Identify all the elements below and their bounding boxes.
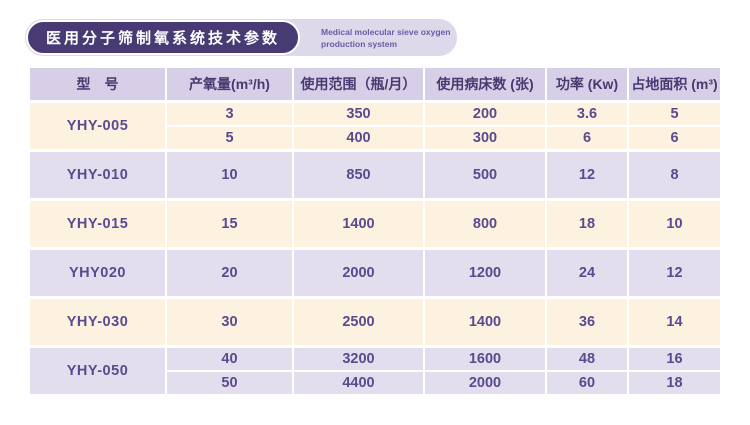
table-cell: 3.6: [547, 103, 627, 125]
table-cell-stack: 40 50: [167, 348, 292, 394]
table-cell: 20: [167, 250, 292, 296]
table-cell: 300: [425, 127, 545, 149]
table-cell: 12: [629, 250, 720, 296]
table-cell: 5: [167, 127, 292, 149]
table-cell: 36: [547, 299, 627, 345]
title-banner: 医用分子筛制氧系统技术参数 Medical molecular sieve ox…: [25, 19, 457, 56]
table-cell-stack: 3.6 6: [547, 103, 627, 149]
table-cell: 2000: [425, 372, 545, 394]
table-cell: 2500: [294, 299, 423, 345]
table-cell-stack: 3200 4400: [294, 348, 423, 394]
table-row: YHY-050 40 50 3200 4400 1600 2000 48 60 16 18: [30, 348, 720, 394]
table-cell: 14: [629, 299, 720, 345]
table-cell: 30: [167, 299, 292, 345]
table-cell: 2000: [294, 250, 423, 296]
table-cell: 40: [167, 348, 292, 370]
table-row: YHY020 20 2000 1200 24 12: [30, 250, 720, 296]
table-row: YHY-010 10 850 500 12 8: [30, 152, 720, 198]
table-cell-stack: 1600 2000: [425, 348, 545, 394]
table-cell: 400: [294, 127, 423, 149]
table-cell: 6: [547, 127, 627, 149]
table-cell: 24: [547, 250, 627, 296]
table-cell: 500: [425, 152, 545, 198]
table-row: YHY-005 3 5 350 400 200 300 3.6 6 5 6: [30, 103, 720, 149]
table-cell: 1600: [425, 348, 545, 370]
column-header-model: 型 号: [30, 68, 165, 100]
table-cell: 50: [167, 372, 292, 394]
table-cell: 10: [167, 152, 292, 198]
table-cell: 800: [425, 201, 545, 247]
table-cell-stack: 16 18: [629, 348, 720, 394]
table-cell: 60: [547, 372, 627, 394]
model-cell: YHY-010: [30, 152, 165, 198]
column-header-floor-area: 占地面积 (m³): [629, 68, 720, 100]
table-cell: 10: [629, 201, 720, 247]
table-cell: 12: [547, 152, 627, 198]
table-cell: 18: [629, 372, 720, 394]
page-title: 医用分子筛制氧系统技术参数: [26, 20, 301, 55]
model-cell: YHY-005: [30, 103, 165, 149]
table-row: YHY-015 15 1400 800 18 10: [30, 201, 720, 247]
table-cell: 8: [629, 152, 720, 198]
table-cell: 3: [167, 103, 292, 125]
model-cell: YHY-030: [30, 299, 165, 345]
table-cell-stack: 350 400: [294, 103, 423, 149]
column-header-oxygen-output: 产氧量(m³/h): [167, 68, 292, 100]
table-cell: 48: [547, 348, 627, 370]
table-cell: 3200: [294, 348, 423, 370]
table-cell: 18: [547, 201, 627, 247]
table-cell: 1400: [425, 299, 545, 345]
table-cell: 1400: [294, 201, 423, 247]
table-cell: 350: [294, 103, 423, 125]
table-cell: 15: [167, 201, 292, 247]
model-cell: YHY-050: [30, 348, 165, 394]
subtitle-line-1: Medical molecular sieve oxygen: [321, 27, 451, 37]
table-cell: 850: [294, 152, 423, 198]
subtitle-line-2: production system: [321, 39, 398, 50]
model-cell: YHY-015: [30, 201, 165, 247]
table-cell-stack: 200 300: [425, 103, 545, 149]
table-cell: 4400: [294, 372, 423, 394]
table-cell: 1200: [425, 250, 545, 296]
table-cell: 200: [425, 103, 545, 125]
table-cell: 6: [629, 127, 720, 149]
column-header-power: 功率 (Kw): [547, 68, 627, 100]
spec-table: 型 号 产氧量(m³/h) 使用范围（瓶/月） 使用病床数 (张) 功率 (Kw…: [30, 68, 720, 394]
page-subtitle-english: Medical molecular sieve oxygen productio…: [321, 26, 471, 51]
table-header-row: 型 号 产氧量(m³/h) 使用范围（瓶/月） 使用病床数 (张) 功率 (Kw…: [30, 68, 720, 100]
table-row: YHY-030 30 2500 1400 36 14: [30, 299, 720, 345]
model-cell: YHY020: [30, 250, 165, 296]
column-header-bed-count: 使用病床数 (张): [425, 68, 545, 100]
table-cell-stack: 48 60: [547, 348, 627, 394]
table-cell: 16: [629, 348, 720, 370]
column-header-usage-range: 使用范围（瓶/月）: [294, 68, 423, 100]
table-cell: 5: [629, 103, 720, 125]
